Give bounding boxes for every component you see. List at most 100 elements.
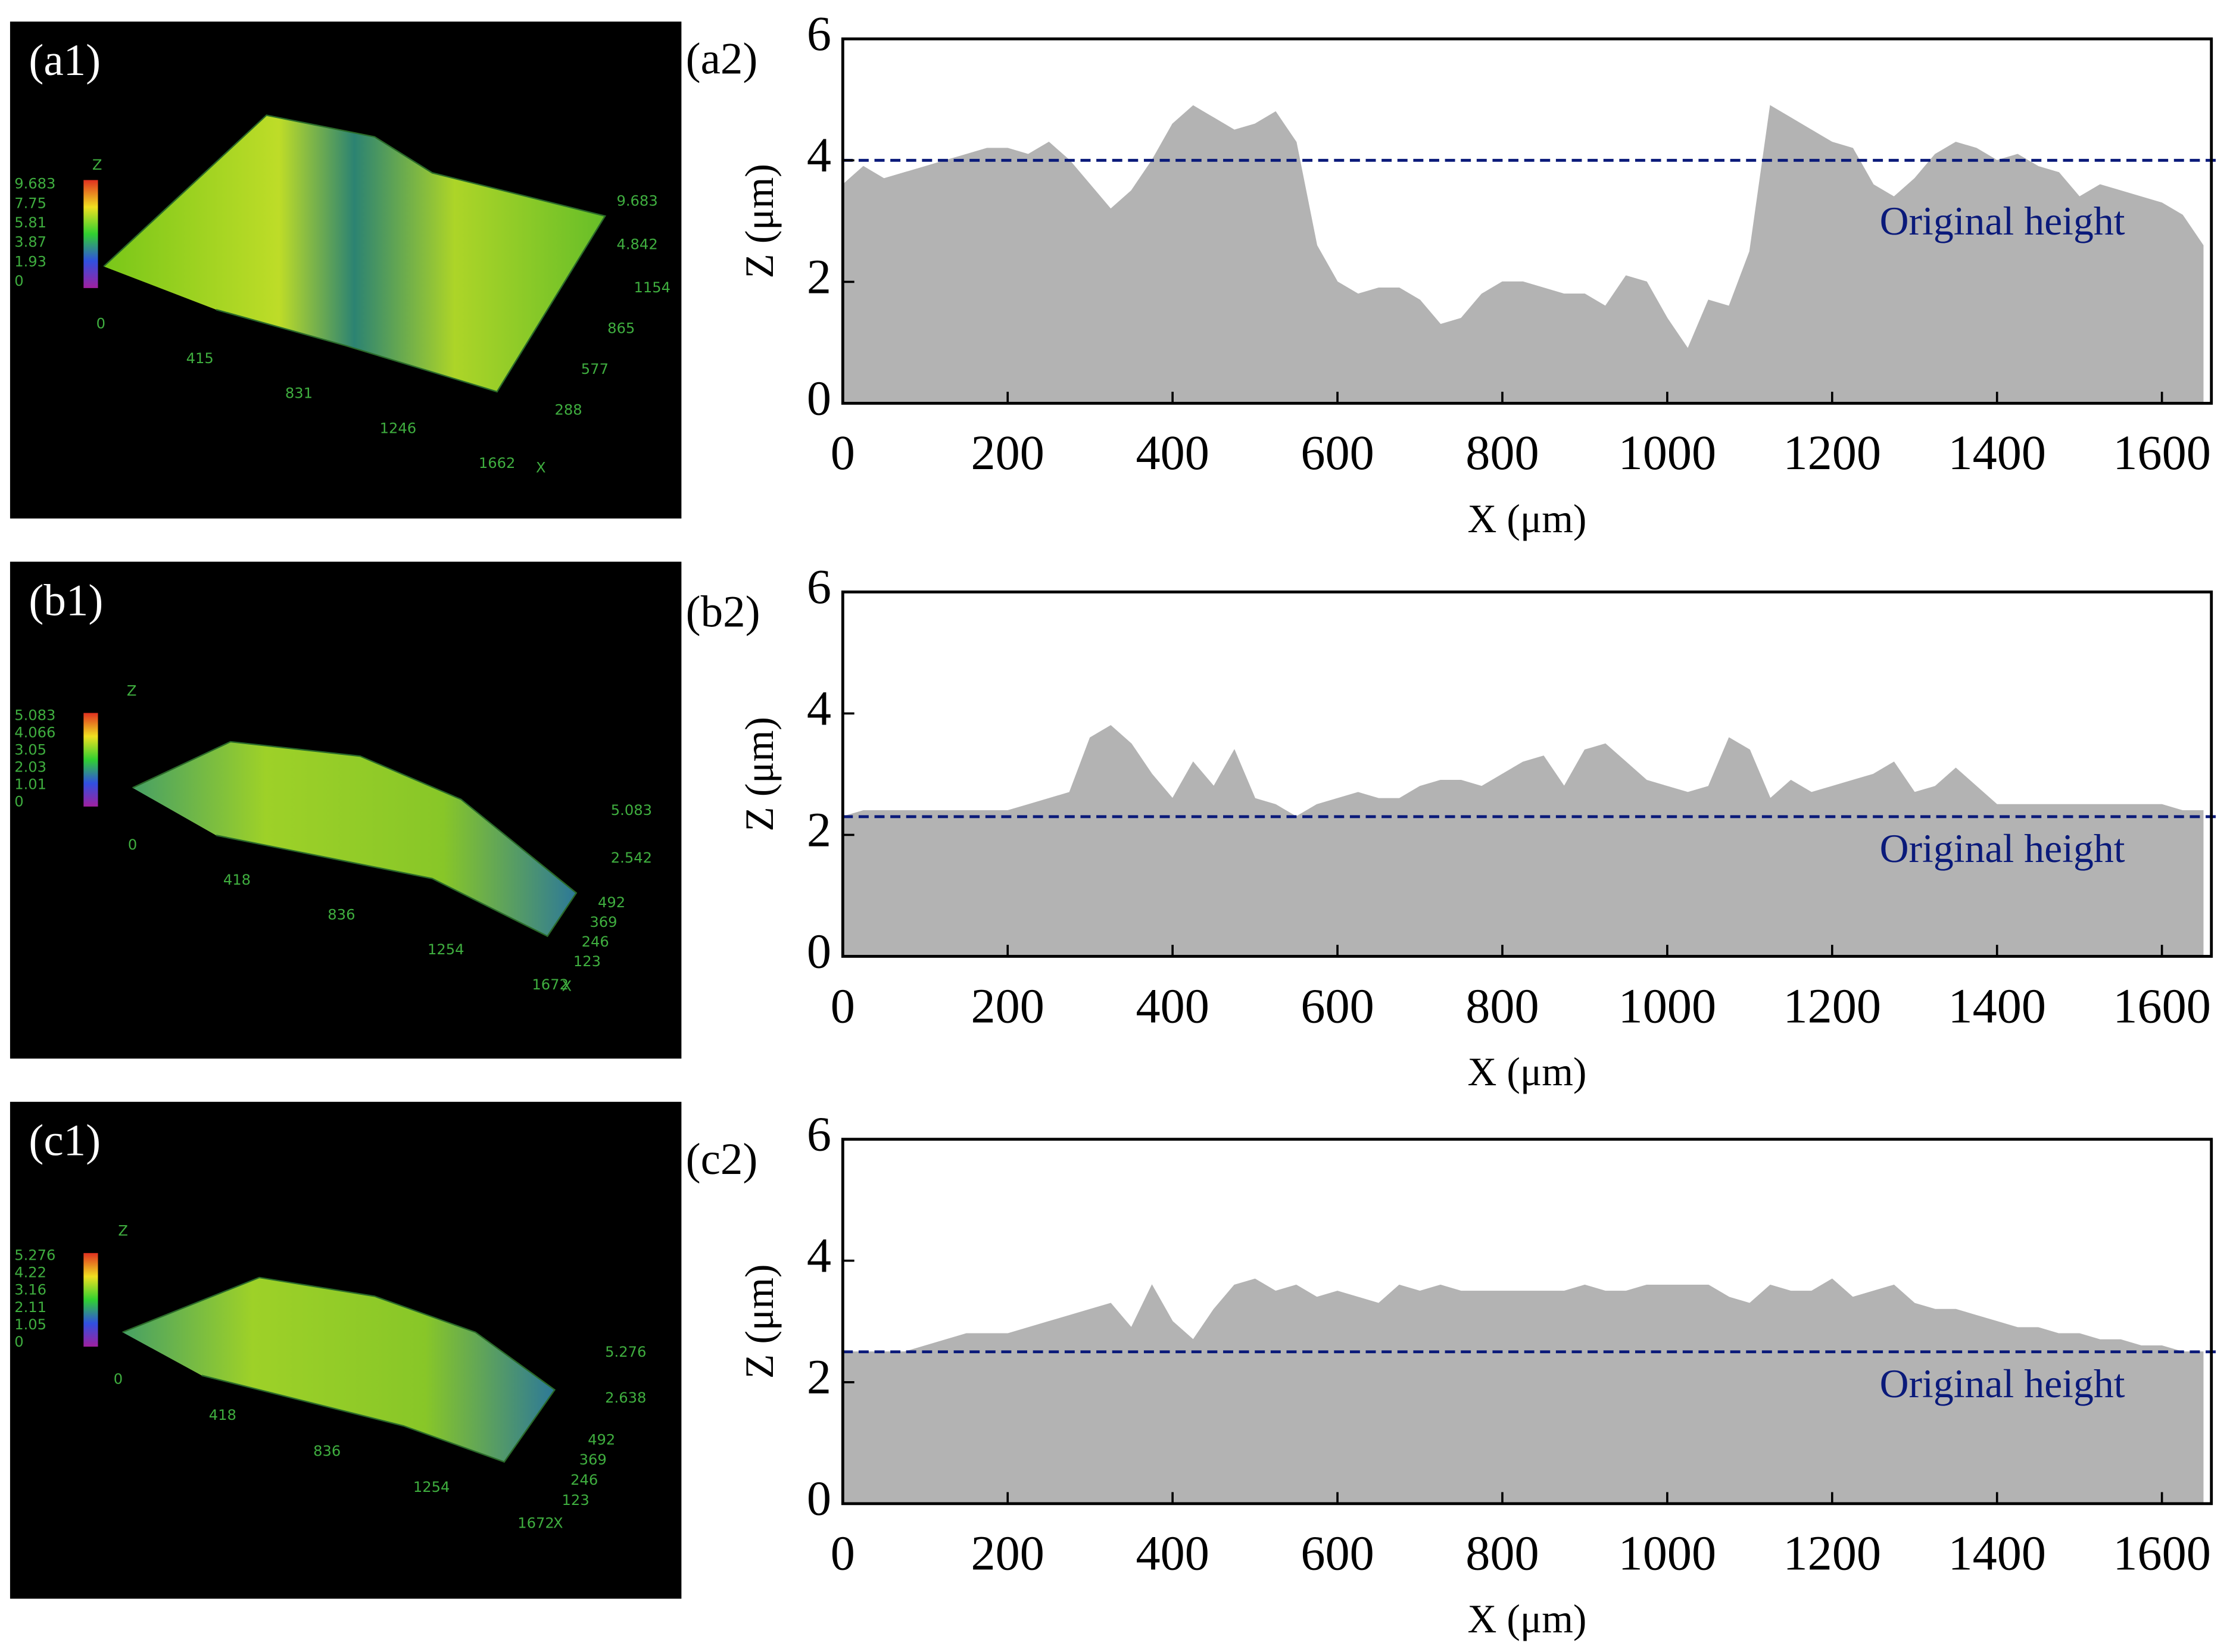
x-tick-label: 400 [1136,1526,1209,1581]
x-tick-label: 400 [1136,426,1209,480]
panel-label: (c1) [29,1116,101,1166]
plot-frame [841,37,2213,405]
height-label: 5.083 [611,802,652,819]
y-axis-label: 492 [588,1431,615,1448]
scale-label: 5.276 [14,1247,55,1264]
x-tick-label: 1200 [1783,979,1881,1033]
scale-label: 5.083 [14,707,55,723]
y-axis-title: Z (μm) [737,164,782,278]
scale-label: 4.066 [14,724,55,741]
scale-label: 2.03 [14,759,46,776]
x-tick-label: 1600 [2113,426,2211,480]
y-tick-label: 0 [807,924,831,978]
x-axis-title: X (μm) [1468,1597,1587,1641]
x-tick-label: 400 [1136,979,1209,1033]
x-tick-label: 1200 [1783,1526,1881,1581]
surface [104,115,606,392]
x-axis-label: 0 [114,1371,123,1388]
panel-label: (a2) [686,35,758,84]
x-tick-label: 0 [831,1526,855,1581]
profile-area [842,105,2204,404]
height-label: 2.638 [605,1389,646,1406]
x-tick-label: 200 [971,1526,1044,1581]
x-tick-label: 1400 [1948,1526,2046,1581]
height-label: 9.683 [616,193,657,210]
y-tick-label: 6 [807,1107,831,1161]
scale-label: 1.05 [14,1316,46,1333]
color-bar [83,1253,98,1347]
y-tick-label: 6 [807,560,831,614]
y-axis-label: 288 [554,402,582,419]
y-axis-label: 1154 [634,279,671,296]
surface-frame [103,114,607,393]
x-axis-label: 836 [328,907,355,923]
x-axis-title: X (μm) [1468,1050,1587,1094]
x-tick-label: 1400 [1948,426,2046,480]
surface-frame [132,741,578,938]
x-tick-label: 1000 [1618,426,1717,480]
x-tick-label: 0 [831,426,855,480]
y-axis-label: 246 [582,933,609,950]
y-tick-label: 2 [807,249,831,304]
x-tick-label: 600 [1300,426,1374,480]
x-axis-label: 1672 [517,1515,554,1532]
reference-label: Original height [1880,1361,2125,1406]
panel-label: (b1) [29,576,103,625]
plot-frame [841,590,2213,958]
scale-label: 3.87 [14,234,46,251]
x-tick-label: 800 [1465,1526,1539,1581]
scale-label: 3.16 [14,1282,46,1298]
scale-label: 0 [14,1334,23,1350]
scale-label: 4.22 [14,1264,46,1281]
y-axis-label: 865 [607,320,635,336]
y-axis-title: Z (μm) [737,1264,782,1379]
y-axis-label: 492 [598,894,625,911]
y-axis-label: 123 [573,953,601,970]
x-tick-label: 1400 [1948,979,2046,1033]
x-axis-label: 0 [96,315,105,332]
x-tick-label: 800 [1465,979,1539,1033]
y-tick-label: 4 [807,681,831,735]
x-tick-label: 200 [971,426,1044,480]
x-axis-label: 1254 [428,941,464,958]
reference-label: Original height [1880,826,2125,871]
x-tick-label: 1000 [1618,1526,1717,1581]
x-axis-label: 1254 [413,1479,450,1495]
x-axis-title: X (μm) [1468,496,1587,541]
z-axis-name: Z [92,157,102,173]
panel-label: (a1) [29,36,101,85]
x-axis-label: 0 [128,836,137,853]
x-axis-label: 418 [209,1407,236,1423]
height-label: 2.542 [611,850,652,866]
y-axis-label: 246 [570,1472,598,1488]
scale-label: 9.683 [14,176,55,192]
x-axis-label: 1672 [532,976,569,993]
panel-label: (b2) [686,588,760,637]
x-tick-label: 600 [1300,979,1374,1033]
surface [122,1277,555,1462]
x-tick-label: 1600 [2113,979,2211,1033]
x-tick-label: 1600 [2113,1526,2211,1581]
x-tick-label: 600 [1300,1526,1374,1581]
z-axis-name: Z [127,682,137,699]
scale-label: 1.01 [14,776,46,793]
y-axis-label: 577 [581,361,609,377]
scale-label: 1.93 [14,253,46,270]
scale-label: 0 [14,794,23,810]
y-tick-label: 4 [807,128,831,182]
surface-frame [122,1276,556,1463]
height-label: 5.276 [605,1344,646,1360]
x-axis-name: X [536,459,546,476]
color-bar [83,180,98,288]
height-label: 4.842 [616,236,657,252]
z-axis-name: Z [118,1223,128,1239]
scale-label: 7.75 [14,195,46,211]
scale-label: 5.81 [14,214,46,231]
panel-label: (c2) [686,1135,758,1184]
y-axis-label: 369 [579,1451,607,1468]
y-tick-label: 6 [807,7,831,61]
reference-label: Original height [1880,199,2125,243]
y-axis-label: 123 [562,1492,590,1509]
x-tick-label: 0 [831,979,855,1033]
surface [132,741,576,936]
